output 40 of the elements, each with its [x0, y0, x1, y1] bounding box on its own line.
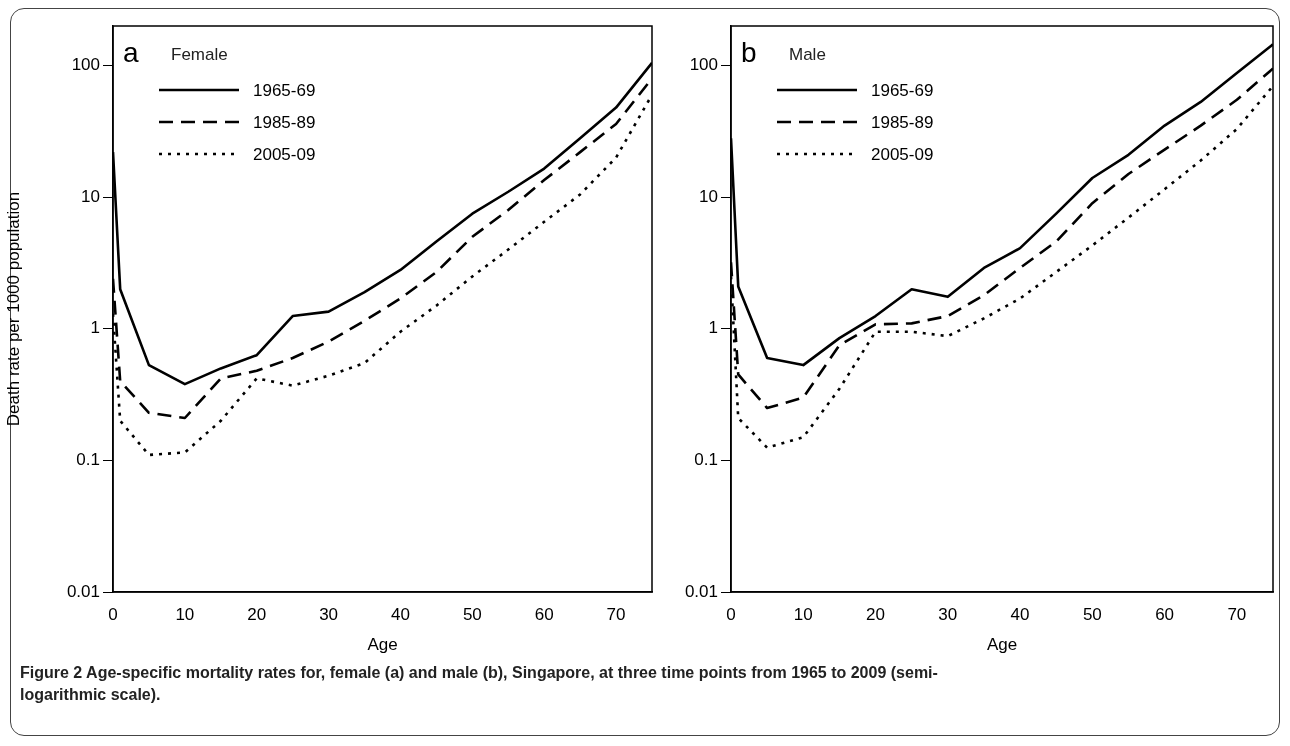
y-tick-label: 0.1: [76, 450, 100, 470]
y-tick-label: 0.01: [684, 581, 718, 601]
caption: Figure 2 Age-specific mortality rates for, female (a) and male (b), Singapore, at three time points from 1965 to 2009 (semi-logarithmic scale).: [20, 663, 939, 705]
x-tick-label: 10: [793, 604, 813, 624]
x-tick-label: 10: [175, 604, 195, 624]
x-tick-label: 30: [938, 604, 958, 624]
legend-label: 2005-09: [253, 144, 316, 164]
x-tick-label: 20: [247, 604, 267, 624]
y-tick-label: 100: [689, 55, 718, 75]
text: Female: [171, 45, 228, 64]
y-tick-label: 10: [81, 186, 100, 206]
x-tick-label: 50: [1082, 604, 1102, 624]
y-tick-label: 0.01: [66, 581, 100, 601]
y-tick-label: 1: [708, 318, 718, 338]
x-tick-label: 60: [534, 604, 554, 624]
x-tick-label: 70: [606, 604, 626, 624]
x-tick-label: 0: [726, 604, 736, 624]
x-tick-label: 30: [319, 604, 339, 624]
annotation: b: [741, 37, 757, 68]
y-tick-label: 1: [90, 318, 100, 338]
x-axis-title: Age: [986, 635, 1018, 655]
y-tick-label: 10: [699, 186, 718, 206]
y-tick-label: 100: [71, 55, 100, 75]
y-tick-label: 0.1: [694, 450, 718, 470]
x-tick-label: 50: [462, 604, 482, 624]
x-tick-label: 40: [1010, 604, 1030, 624]
text: Male: [789, 45, 826, 64]
x-axis-title: Age: [367, 635, 398, 655]
legend-label: 1985-89: [871, 112, 934, 132]
x-tick-label: 40: [391, 604, 410, 624]
x-tick-label: 20: [866, 604, 885, 624]
legend-label: 2005-09: [871, 144, 934, 164]
x-tick-label: 70: [1227, 604, 1247, 624]
x-tick-label: 0: [108, 604, 118, 624]
annotation: a: [123, 37, 139, 68]
legend-label: 1985-89: [253, 112, 316, 132]
x-tick-label: 60: [1155, 604, 1175, 624]
legend-label: 1965-69: [253, 80, 316, 100]
y-axis-title: Death rate per 1000 population: [3, 191, 23, 427]
legend-label: 1965-69: [871, 80, 934, 100]
